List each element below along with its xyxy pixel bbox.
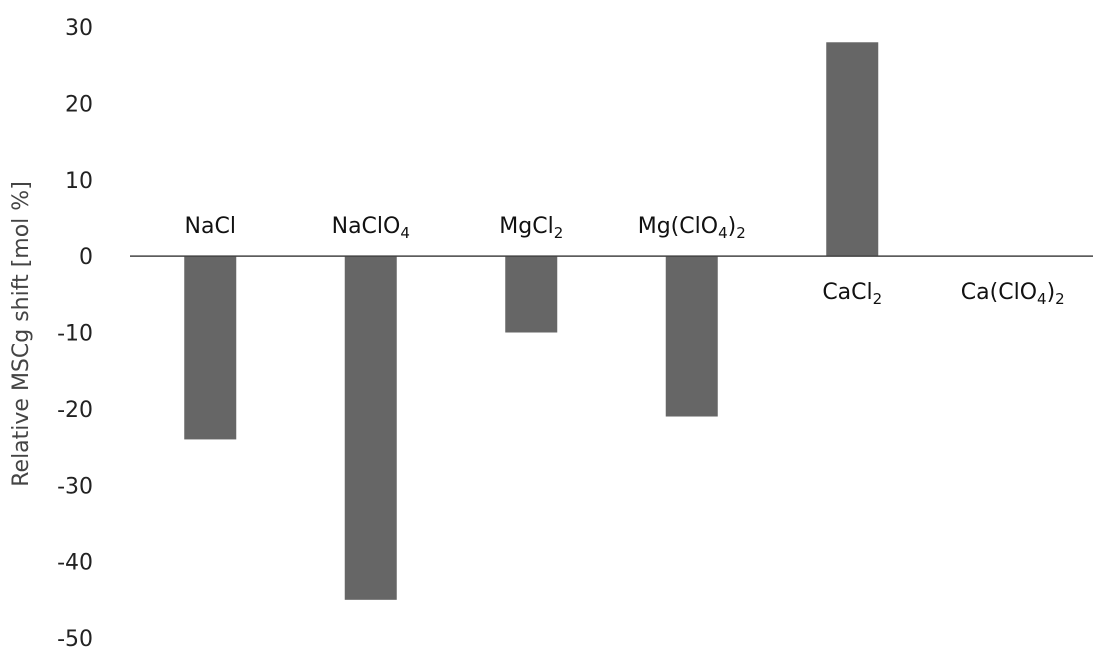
bar — [344, 256, 397, 600]
y-tick-label: 0 — [79, 245, 93, 270]
category-label: MgCl2 — [499, 214, 563, 242]
category-label: NaCl — [185, 214, 236, 239]
y-tick-label: -40 — [57, 551, 93, 576]
y-tick-label: 10 — [65, 169, 93, 194]
category-label: Mg(ClO4)2 — [638, 214, 746, 242]
y-tick-label: -10 — [57, 322, 93, 347]
y-axis-title: Relative MSCg shift [mol %] — [9, 181, 34, 487]
bar — [505, 256, 558, 333]
bar — [826, 42, 879, 257]
y-tick-label: 20 — [65, 92, 93, 117]
category-label: Ca(ClO4)2 — [961, 280, 1065, 308]
bar — [184, 256, 237, 440]
category-labels: NaCl NaClO4 MgCl2 Mg(ClO4)2 CaCl2 Ca(ClO4)2 — [185, 214, 1065, 308]
y-tick-label: -50 — [57, 627, 93, 650]
y-tick-label: -30 — [57, 474, 93, 499]
category-label: NaClO4 — [332, 214, 410, 242]
bar — [665, 256, 718, 417]
y-tick-label: -20 — [57, 398, 93, 423]
y-tick-label: 30 — [65, 16, 93, 41]
category-label: CaCl2 — [822, 280, 882, 308]
y-axis-ticks: 30 20 10 0 -10 -20 -30 -40 -50 — [57, 16, 93, 650]
bars — [184, 42, 879, 600]
